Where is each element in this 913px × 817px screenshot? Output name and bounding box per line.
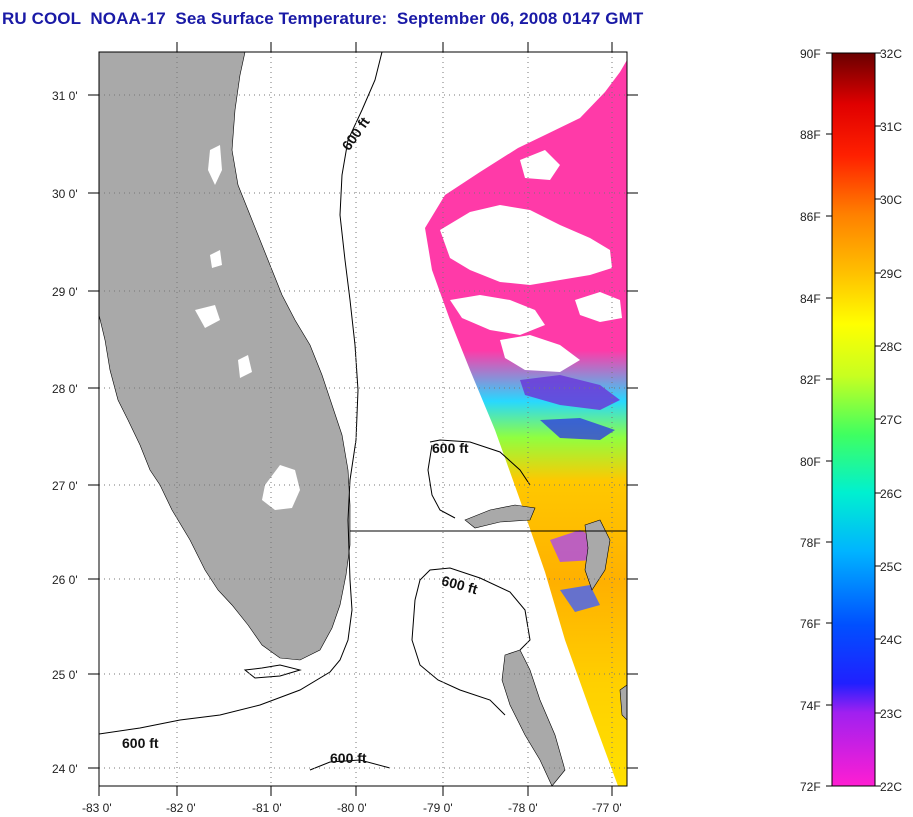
lon-label: -78 0' <box>508 801 538 815</box>
colorbar-c-label: 28C <box>880 340 902 354</box>
colorbar-f-label: 84F <box>800 292 821 306</box>
colorbar-c-label: 31C <box>880 120 902 134</box>
colorbar-f-label: 78F <box>800 536 821 550</box>
lat-label: 26 0' <box>52 573 78 587</box>
contour-label: 600 ft <box>122 735 159 751</box>
temperature-colorbar: 90F 88F 86F 84F 82F 80F 78F 76F 74F 72F … <box>800 47 902 794</box>
satellite-swath <box>425 60 627 786</box>
lon-label: -82 0' <box>166 801 196 815</box>
lon-label: -80 0' <box>337 801 367 815</box>
colorbar-c-label: 24C <box>880 633 902 647</box>
colorbar-f-label: 82F <box>800 373 821 387</box>
colorbar-c-label: 25C <box>880 560 902 574</box>
lon-label: -81 0' <box>252 801 282 815</box>
lat-label: 28 0' <box>52 382 78 396</box>
lat-label: 24 0' <box>52 762 78 776</box>
colorbar-f-label: 90F <box>800 47 821 61</box>
bahamas-land-abaco <box>584 519 611 591</box>
colorbar-c-label: 22C <box>880 780 902 794</box>
contour-label: 600 ft <box>330 750 367 766</box>
lon-label: -83 0' <box>82 801 112 815</box>
lat-label: 30 0' <box>52 187 78 201</box>
colorbar-c-label: 26C <box>880 487 902 501</box>
colorbar-c-label: 29C <box>880 267 902 281</box>
colorbar-c-label: 27C <box>880 413 902 427</box>
lon-axis: -83 0' -82 0' -81 0' -80 0' -79 0' -78 0… <box>82 42 622 815</box>
colorbar-f-label: 74F <box>800 699 821 713</box>
lon-label: -79 0' <box>423 801 453 815</box>
colorbar-f-label: 76F <box>800 617 821 631</box>
lat-label: 29 0' <box>52 285 78 299</box>
grid-lines <box>99 52 627 786</box>
bahamas-land-andros <box>501 649 566 786</box>
lat-label: 25 0' <box>52 668 78 682</box>
contour-label: 600 ft <box>432 440 469 456</box>
map-frame <box>98 51 628 787</box>
bahamas-land-grand-bahama <box>464 504 536 529</box>
lat-axis: 31 0' 30 0' 29 0' 28 0' 27 0' 26 0' 25 0… <box>52 89 638 776</box>
depth-contours <box>99 52 531 771</box>
colorbar-f-label: 80F <box>800 455 821 469</box>
lon-label: -77 0' <box>592 801 622 815</box>
lat-label: 27 0' <box>52 479 78 493</box>
map-title: RU COOL NOAA-17 Sea Surface Temperature:… <box>2 9 644 28</box>
colorbar-c-label: 30C <box>880 193 902 207</box>
colorbar-gradient <box>831 52 876 787</box>
colorbar-f-label: 86F <box>800 210 821 224</box>
colorbar-c-label: 23C <box>880 707 902 721</box>
lat-label: 31 0' <box>52 89 78 103</box>
lake-okeechobee <box>262 465 300 510</box>
colorbar-c-label: 32C <box>880 47 902 61</box>
colorbar-f-label: 88F <box>800 128 821 142</box>
colorbar-f-label: 72F <box>800 780 821 794</box>
